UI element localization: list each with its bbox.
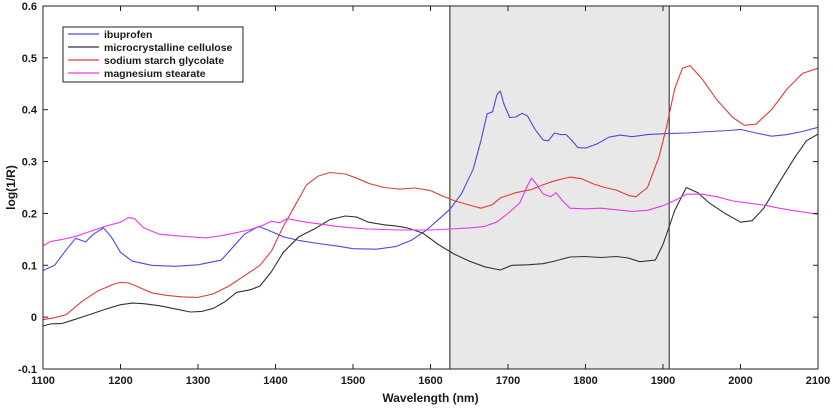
y-tick-label: 0.6 xyxy=(22,1,37,13)
x-tick-label: 1300 xyxy=(186,375,210,387)
y-tick-label: 0.5 xyxy=(22,53,37,65)
x-tick-label: 2100 xyxy=(806,375,830,387)
x-tick-label: 1700 xyxy=(496,375,520,387)
x-tick-label: 2000 xyxy=(728,375,752,387)
series-line-1 xyxy=(42,133,819,327)
y-tick-label: 0.4 xyxy=(22,105,38,117)
y-tick-label: -0.1 xyxy=(18,364,37,376)
legend-label-3: magnesium stearate xyxy=(104,68,206,80)
x-tick-label: 1200 xyxy=(108,375,132,387)
series-line-0 xyxy=(42,90,819,272)
highlight-region xyxy=(449,5,670,370)
y-axis-label: log(1/R) xyxy=(4,165,18,210)
x-axis-label: Wavelength (nm) xyxy=(382,391,478,405)
x-tick-label: 1100 xyxy=(31,375,55,387)
y-tick-label: 0.1 xyxy=(22,260,37,272)
legend-label-2: sodium starch glycolate xyxy=(104,55,224,67)
highlight-region-layer xyxy=(449,5,670,370)
x-tick-label: 1600 xyxy=(418,375,442,387)
x-tick-label: 1900 xyxy=(651,375,675,387)
legend-label-0: ibuprofen xyxy=(104,29,152,41)
series-lines-layer xyxy=(42,65,819,327)
x-tick-label: 1500 xyxy=(341,375,365,387)
legend-label-1: microcrystalline cellulose xyxy=(104,42,233,54)
x-tick-label: 1400 xyxy=(263,375,287,387)
x-tick-label: 1800 xyxy=(573,375,597,387)
series-line-2 xyxy=(42,65,819,321)
y-tick-label: 0 xyxy=(31,312,37,324)
axis-ticks-layer: 1100 1200 1300 1400 1500 1600 1700 1800 1900 2000… xyxy=(18,1,830,387)
series-line-3 xyxy=(42,177,819,247)
y-tick-label: 0.2 xyxy=(22,208,37,220)
y-tick-label: 0.3 xyxy=(22,157,37,169)
